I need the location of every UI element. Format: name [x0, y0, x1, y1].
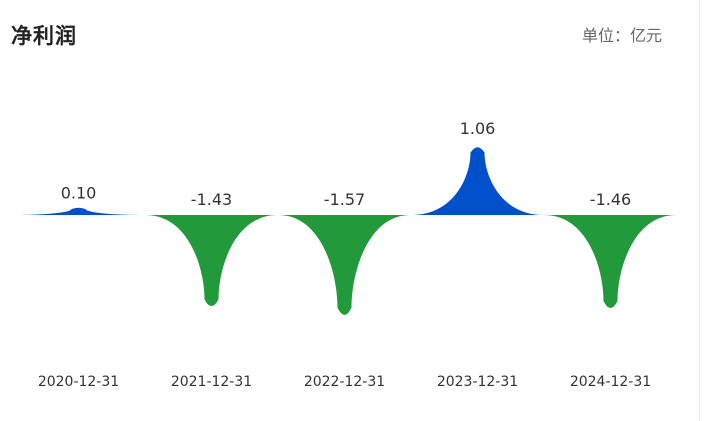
category-label-2020-12-31: 2020-12-31 [38, 374, 119, 390]
category-label-2021-12-31: 2021-12-31 [171, 374, 252, 390]
value-label-2020-12-31: 0.10 [61, 183, 97, 202]
bar-2024-12-31 [544, 215, 677, 308]
bar-2022-12-31 [278, 215, 411, 315]
chart-title: 净利润 [11, 24, 77, 48]
value-label-2022-12-31: -1.57 [324, 190, 365, 209]
chart-marks [12, 147, 677, 315]
category-label-2022-12-31: 2022-12-31 [304, 374, 385, 390]
value-label-2021-12-31: -1.43 [191, 190, 232, 209]
unit-label: 单位：亿元 [581, 26, 662, 45]
value-label-2024-12-31: -1.46 [590, 190, 631, 209]
value-labels: 0.10 -1.43 -1.57 1.06 -1.46 [61, 119, 632, 209]
bar-2021-12-31 [145, 215, 278, 307]
category-label-2023-12-31: 2023-12-31 [437, 374, 518, 390]
category-labels: 2020-12-31 2021-12-31 2022-12-31 2023-12-31… [38, 374, 651, 390]
bar-2020-12-31 [12, 207, 145, 215]
category-label-2024-12-31: 2024-12-31 [570, 374, 651, 390]
bar-2023-12-31 [411, 147, 544, 215]
value-label-2023-12-31: 1.06 [460, 119, 496, 138]
scroll-edge [699, 0, 714, 421]
